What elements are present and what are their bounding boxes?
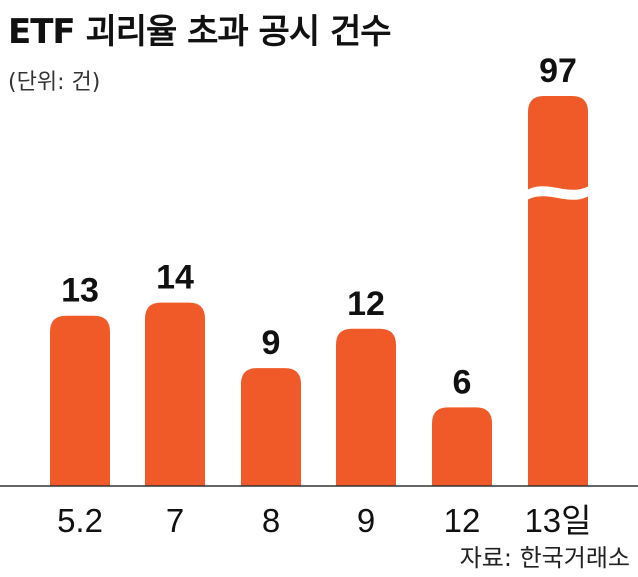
value-label-5: 6 bbox=[453, 363, 472, 401]
value-label-2: 14 bbox=[156, 259, 194, 297]
bar-3 bbox=[241, 368, 301, 486]
unit-label: (단위: 건) bbox=[8, 70, 101, 95]
x-tick-label-4: 9 bbox=[357, 502, 375, 539]
x-tick-label-6: 13일 bbox=[524, 502, 591, 539]
value-label-1: 13 bbox=[61, 272, 99, 310]
x-tick-label-5: 12 bbox=[444, 502, 481, 539]
source-note: 자료: 한국거래소 bbox=[459, 544, 630, 572]
bar-4 bbox=[336, 328, 396, 486]
bar-2 bbox=[145, 302, 205, 486]
x-tick-label-1: 5.2 bbox=[57, 502, 103, 539]
bar-1 bbox=[50, 315, 110, 486]
x-tick-label-2: 7 bbox=[166, 502, 184, 539]
chart-title: ETF 괴리율 초과 공시 건수 bbox=[8, 12, 392, 52]
bar-6 bbox=[528, 96, 588, 486]
bar-chart: 13 14 9 12 6 97 5.2 7 8 9 12 13일 bbox=[0, 52, 638, 539]
value-label-4: 12 bbox=[347, 285, 385, 323]
value-label-3: 9 bbox=[262, 324, 281, 362]
bar-5 bbox=[432, 407, 492, 486]
x-tick-label-3: 8 bbox=[262, 502, 280, 539]
value-label-6: 97 bbox=[539, 52, 577, 90]
axis-break-mark bbox=[524, 184, 592, 202]
